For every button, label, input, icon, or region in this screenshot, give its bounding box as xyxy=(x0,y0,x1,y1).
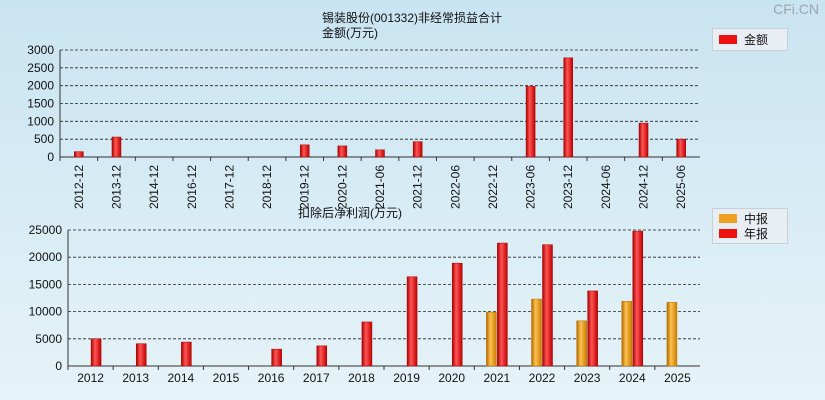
chart2-bar-2022-中报 xyxy=(531,298,542,367)
legend-label-amount: 金额 xyxy=(744,33,769,47)
chart1-bar-2023-06-金额 xyxy=(525,86,536,158)
chart1-ytick-label: 500 xyxy=(34,132,54,146)
chart1-ytick-label: 0 xyxy=(47,150,54,164)
chart2-plot: 0 5000 10000 15000 20000 25000 2012 2013 2014 201… xyxy=(29,223,700,385)
chart1-ytick-label: 1500 xyxy=(27,97,54,111)
chart2-bar-2025-中报 xyxy=(666,302,678,367)
chart1-ytick-label: 2000 xyxy=(27,79,54,93)
chart2-ytick-label: 5000 xyxy=(35,332,62,346)
chart2-xtick-label: 2017 xyxy=(303,371,330,385)
chart2-xtick-label: 2019 xyxy=(393,371,420,385)
chart2-ytick-label: 20000 xyxy=(29,250,63,264)
chart1-bar-2012-12-金额 xyxy=(74,151,84,158)
chart2-xtick-label: 2021 xyxy=(484,371,511,385)
chart1-xtick-label: 2023-12 xyxy=(561,165,575,209)
chart1-xtick-label: 2016-12 xyxy=(185,165,199,209)
chart1-bar-2023-12-金额 xyxy=(563,57,573,158)
chart1-bar-2021-06-金额 xyxy=(375,149,385,158)
chart1-bar-2020-12-金额 xyxy=(337,145,348,158)
chart2-bar-2024-中报 xyxy=(621,301,633,367)
chart2-plot-area xyxy=(68,230,700,366)
chart2-ytick-label: 10000 xyxy=(29,305,63,319)
chart2-title: 扣除后净利润(万元) xyxy=(298,205,402,220)
chart2-xtick-label: 2020 xyxy=(438,371,465,385)
chart2-bar-2017-年报 xyxy=(316,345,328,367)
chart1-xtick-label: 2019-12 xyxy=(298,165,312,209)
chart1-bar-2024-12-金额 xyxy=(638,122,649,158)
legend-swatch-amount xyxy=(719,35,737,44)
chart2-bar-2019-年报 xyxy=(406,276,418,367)
chart2-xtick-label: 2024 xyxy=(619,371,646,385)
chart2-ytick-label: 15000 xyxy=(29,277,63,291)
chart1-xtick-label: 2024-06 xyxy=(599,165,613,209)
chart2-xtick-label: 2014 xyxy=(168,371,195,385)
chart1-plot: 0 500 1000 1500 2000 2500 3000 2012-12 2013-12 20… xyxy=(27,43,700,209)
chart2-xtick-label: 2015 xyxy=(213,371,240,385)
chart2-ytick-label: 25000 xyxy=(29,223,63,237)
legend-item-interim: 中报 xyxy=(713,211,787,226)
chart2-bar-2024-年报 xyxy=(632,230,644,367)
chart2-xtick-label: 2013 xyxy=(122,371,149,385)
chart2-legend: 中报 年报 xyxy=(712,208,788,244)
chart1-bar-2025-06-金额 xyxy=(676,138,686,158)
chart1-title: 锡装股份(001332)非经常损益合计 xyxy=(322,10,502,25)
chart2-bar-2022-年报 xyxy=(542,244,553,367)
chart1-ytick-label: 3000 xyxy=(27,43,54,57)
chart1-xtick-label: 2023-06 xyxy=(524,165,538,209)
legend-label-annual: 年报 xyxy=(744,227,769,241)
legend-item-amount: 金额 xyxy=(713,32,787,47)
chart2-bar-2023-中报 xyxy=(576,320,587,367)
chart1-xtick-label: 2013-12 xyxy=(109,165,123,209)
chart2-xtick-label: 2022 xyxy=(529,371,556,385)
legend-swatch-interim xyxy=(719,214,737,223)
legend-swatch-annual xyxy=(719,229,737,238)
chart1-legend: 金额 xyxy=(712,28,788,51)
chart1-xtick-label: 2017-12 xyxy=(222,165,236,209)
chart2-bar-2020-年报 xyxy=(451,262,463,367)
chart2-bar-2023-年报 xyxy=(587,290,598,367)
legend-label-interim: 中报 xyxy=(744,212,769,226)
chart2-bar-2018-年报 xyxy=(361,321,373,367)
chart2-bar-2021-中报 xyxy=(486,311,497,367)
chart1-xtick-label: 2012-12 xyxy=(72,165,86,209)
chart1-xtick-label: 2025-06 xyxy=(674,165,688,209)
chart2-ytick-label: 0 xyxy=(55,359,62,373)
chart1-xtick-label: 2014-12 xyxy=(147,165,161,209)
chart2-bar-2013-年报 xyxy=(135,343,147,367)
chart2-bar-2014-年报 xyxy=(181,341,192,367)
chart1-xtick-label: 2020-12 xyxy=(335,165,349,209)
chart1-ytick-label: 2500 xyxy=(27,61,54,75)
chart1-bar-2021-12-金额 xyxy=(412,141,423,158)
chart2-bar-2016-年报 xyxy=(271,348,282,367)
brand-watermark: CFi.CN xyxy=(773,1,819,17)
legend-item-annual: 年报 xyxy=(713,226,787,241)
chart1-bar-2013-12-金额 xyxy=(111,136,122,158)
chart2-xtick-label: 2025 xyxy=(664,371,691,385)
chart1-ytick-label: 1000 xyxy=(27,114,54,128)
chart1-xtick-label: 2021-12 xyxy=(411,165,425,209)
chart1-xtick-label: 2022-12 xyxy=(486,165,500,209)
chart2-xtick-label: 2018 xyxy=(348,371,375,385)
chart1-xtick-label: 2021-06 xyxy=(373,165,387,209)
chart1-xtick-label: 2024-12 xyxy=(637,165,651,209)
chart2-bar-2012-年报 xyxy=(90,338,102,367)
chart2-xtick-label: 2016 xyxy=(258,371,285,385)
chart1-subtitle: 金额(万元) xyxy=(322,25,378,40)
chart2-xtick-label: 2023 xyxy=(574,371,601,385)
chart1-xtick-label: 2018-12 xyxy=(260,165,274,209)
chart2-bar-2021-年报 xyxy=(497,242,508,367)
chart1-xtick-label: 2022-06 xyxy=(448,165,462,209)
chart2-xtick-label: 2012 xyxy=(77,371,104,385)
chart1-bar-2019-12-金额 xyxy=(299,144,310,158)
